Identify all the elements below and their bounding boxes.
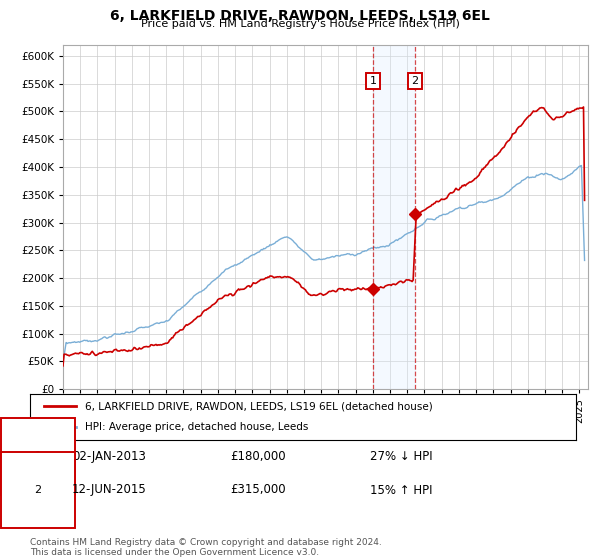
- Text: £315,000: £315,000: [230, 483, 286, 497]
- Text: 15% ↑ HPI: 15% ↑ HPI: [370, 483, 433, 497]
- Text: 1: 1: [35, 451, 41, 461]
- Bar: [373, 45, 415, 389]
- Text: Contains HM Land Registry data © Crown copyright and database right 2024.
This d: Contains HM Land Registry data © Crown c…: [30, 538, 382, 557]
- Text: 27% ↓ HPI: 27% ↓ HPI: [370, 450, 433, 463]
- Text: Price paid vs. HM Land Registry's House Price Index (HPI): Price paid vs. HM Land Registry's House …: [140, 19, 460, 29]
- Text: 2: 2: [34, 485, 41, 495]
- Text: £180,000: £180,000: [230, 450, 286, 463]
- Text: 2: 2: [412, 76, 419, 86]
- Text: 6, LARKFIELD DRIVE, RAWDON, LEEDS, LS19 6EL (detached house): 6, LARKFIELD DRIVE, RAWDON, LEEDS, LS19 …: [85, 401, 433, 411]
- Text: HPI: Average price, detached house, Leeds: HPI: Average price, detached house, Leed…: [85, 422, 308, 432]
- Text: 1: 1: [370, 76, 377, 86]
- Text: 02-JAN-2013: 02-JAN-2013: [72, 450, 146, 463]
- Text: 12-JUN-2015: 12-JUN-2015: [72, 483, 147, 497]
- Text: 6, LARKFIELD DRIVE, RAWDON, LEEDS, LS19 6EL: 6, LARKFIELD DRIVE, RAWDON, LEEDS, LS19 …: [110, 9, 490, 23]
